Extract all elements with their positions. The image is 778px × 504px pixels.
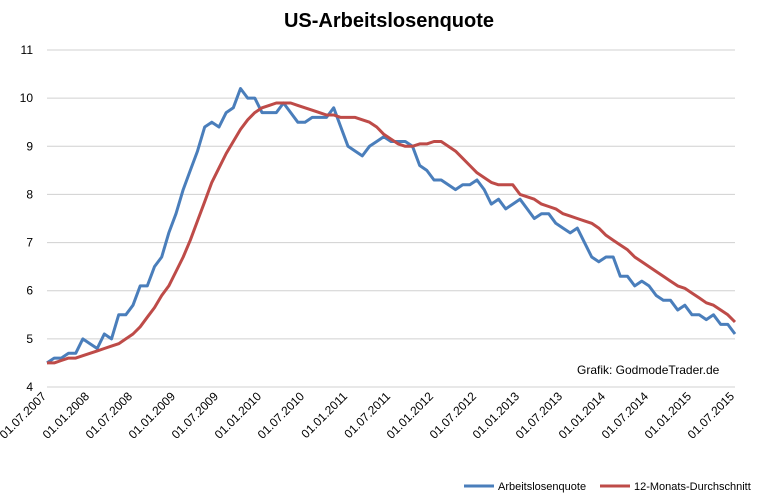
chart-title: US-Arbeitslosenquote [284, 10, 494, 32]
y-tick-label: 6 [26, 284, 33, 298]
annotation: Grafik: GodmodeTrader.de [577, 363, 720, 377]
y-tick-label: 5 [26, 332, 33, 346]
line-series [47, 101, 737, 365]
x-tick-label: 01.07.2015 [685, 389, 738, 442]
legend-label: Arbeitslosenquote [498, 481, 586, 493]
y-tick-label: 9 [26, 139, 33, 153]
y-tick-label: 4 [26, 380, 33, 394]
y-tick-label: 10 [20, 91, 34, 105]
y-tick-label: 11 [21, 43, 34, 57]
legend-label: 12-Monats-Durchschnitt [634, 481, 751, 493]
x-tick-label: 01.07.2010 [255, 389, 308, 442]
line-series [46, 87, 737, 365]
y-tick-label: 8 [26, 187, 33, 201]
y-tick-label: 7 [26, 236, 33, 250]
